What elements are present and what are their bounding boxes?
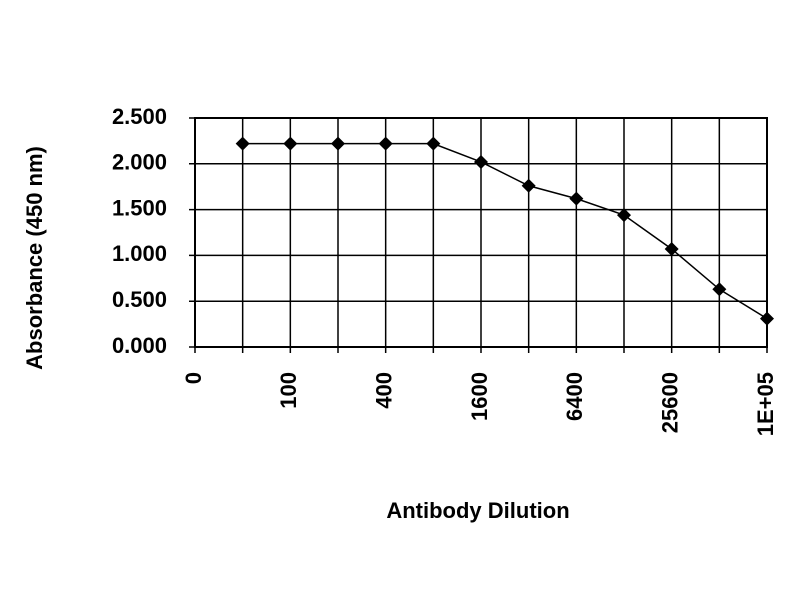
data-point bbox=[283, 136, 298, 151]
plot-border bbox=[194, 117, 768, 348]
x-tick-label: 400 bbox=[371, 372, 396, 409]
x-tick-label: 25600 bbox=[657, 372, 682, 433]
data-point bbox=[617, 208, 631, 223]
x-tick-label: 0 bbox=[181, 372, 206, 384]
x-tick-label: 100 bbox=[276, 372, 301, 409]
data-line bbox=[242, 142, 768, 320]
data-point bbox=[760, 311, 774, 326]
x-tick-label: 1E+05 bbox=[753, 372, 778, 436]
data-point bbox=[712, 282, 727, 297]
data-point bbox=[474, 154, 488, 169]
x-axis-label: Antibody Dilution bbox=[386, 498, 569, 523]
x-tick-label: 1600 bbox=[467, 372, 492, 421]
y-tick-label: 0.500 bbox=[112, 287, 167, 312]
y-tick-label: 1.500 bbox=[112, 195, 167, 220]
data-point bbox=[426, 136, 441, 151]
y-tick-label: 2.000 bbox=[112, 150, 167, 175]
data-point bbox=[521, 178, 536, 193]
data-point bbox=[569, 191, 584, 206]
y-axis-label: Absorbance (450 nm) bbox=[22, 146, 47, 370]
y-tick-label: 1.000 bbox=[112, 241, 167, 266]
data-point bbox=[664, 241, 679, 256]
data-point bbox=[378, 136, 393, 151]
y-tick-label: 0.000 bbox=[112, 333, 167, 358]
y-tick-label: 2.500 bbox=[112, 104, 167, 129]
data-point bbox=[331, 136, 345, 151]
data-point bbox=[235, 136, 250, 151]
x-tick-label: 6400 bbox=[562, 372, 587, 421]
